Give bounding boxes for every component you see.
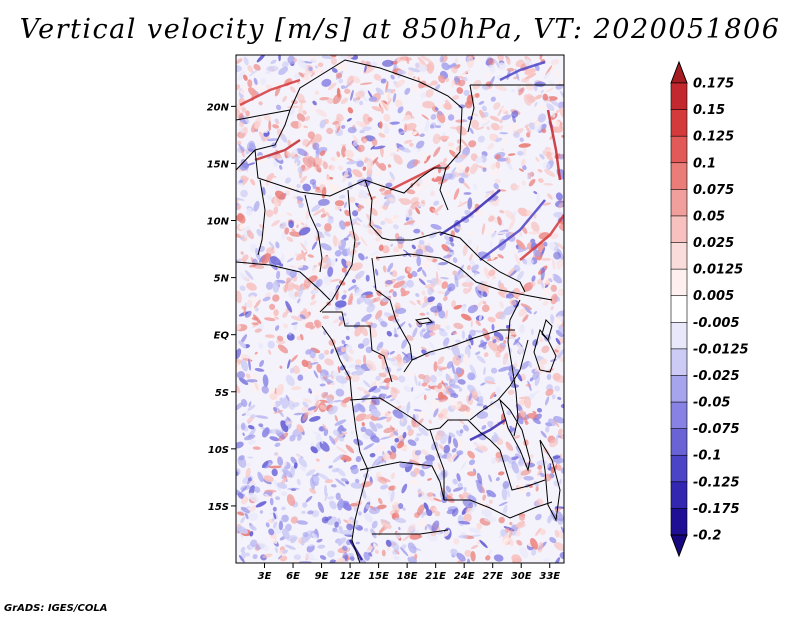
colorbar-label: -0.0125: [693, 342, 749, 357]
colorbar-label: -0.075: [693, 422, 740, 437]
colorbar-swatch: [670, 375, 688, 403]
lon-label: 18E: [397, 571, 418, 582]
colorbar-swatch: [670, 348, 688, 377]
colorbar-label: 0.1: [693, 156, 716, 171]
lon-label: 33E: [539, 571, 560, 582]
lat-label: 10N: [207, 217, 230, 228]
map-frame: [235, 54, 565, 564]
lat-label: 20N: [207, 102, 230, 113]
colorbar-label: 0.025: [693, 236, 734, 251]
colorbar-swatch: [670, 481, 688, 510]
velocity-field: [236, 55, 564, 563]
colorbar-label: 0.05: [693, 209, 725, 224]
colorbar-label: 0.125: [693, 130, 734, 145]
lon-label: 27E: [482, 571, 503, 582]
colorbar-label: 0.0125: [693, 263, 743, 278]
colorbar-label: -0.05: [693, 396, 730, 411]
colorbar-swatch: [670, 162, 688, 190]
lat-label: 10S: [208, 445, 229, 456]
colorbar-bottom-arrow: [670, 534, 688, 558]
grads-credit: GrADS: IGES/COLA: [4, 603, 108, 614]
lon-label: 30E: [511, 571, 532, 582]
colorbar-label: 0.175: [693, 77, 734, 92]
lon-label: 12E: [340, 571, 361, 582]
colorbar-swatch: [670, 109, 688, 137]
colorbar-swatch: [670, 401, 688, 430]
latitude-axis: 20N 15N 10N 5N EQ 5S 10S 15S: [207, 102, 236, 513]
colorbar-swatch: [670, 82, 688, 111]
colorbar-swatch: [670, 454, 688, 483]
colorbar-label: 0.005: [693, 289, 734, 304]
lon-label: 15E: [368, 571, 389, 582]
lat-label: 5S: [215, 388, 229, 399]
country-borders: [236, 59, 564, 563]
colorbar-label: -0.1: [693, 449, 721, 464]
colorbar-swatch: [670, 215, 688, 244]
lat-label: 5N: [214, 274, 230, 285]
colorbar-label: -0.025: [693, 369, 740, 384]
lon-label: 6E: [286, 571, 300, 582]
lon-label: 3E: [258, 571, 272, 582]
colorbar-label: -0.005: [693, 316, 740, 331]
colorbar-swatch: [670, 242, 688, 270]
colorbar-label: 0.15: [693, 103, 725, 118]
chart-title: Vertical velocity [m/s] at 850hPa, VT: 2…: [19, 14, 781, 45]
lon-label: 9E: [315, 571, 329, 582]
lon-label: 21E: [425, 571, 446, 582]
colorbar-swatch: [670, 295, 688, 323]
colorbar-label: -0.2: [693, 529, 721, 544]
colorbar-swatch: [670, 321, 688, 350]
colorbar-label: -0.125: [693, 475, 740, 490]
colorbar-swatch: [670, 135, 688, 164]
colorbar-top-arrow: [670, 60, 688, 84]
colorbar-label: -0.175: [693, 502, 740, 517]
colorbar-swatch: [670, 268, 688, 297]
colorbar-swatch: [670, 428, 688, 456]
lon-label: 24E: [454, 571, 475, 582]
lat-label: 15N: [207, 159, 230, 170]
lat-label: 15S: [208, 502, 229, 513]
lat-label: EQ: [214, 331, 230, 342]
colorbar-swatch: [670, 508, 688, 536]
colorbar-label: 0.075: [693, 183, 734, 198]
longitude-axis: 3E 6E 9E 12E 15E 18E 21E 24E 27E 30E 33E: [258, 563, 560, 582]
colorbar-swatch: [670, 189, 688, 217]
